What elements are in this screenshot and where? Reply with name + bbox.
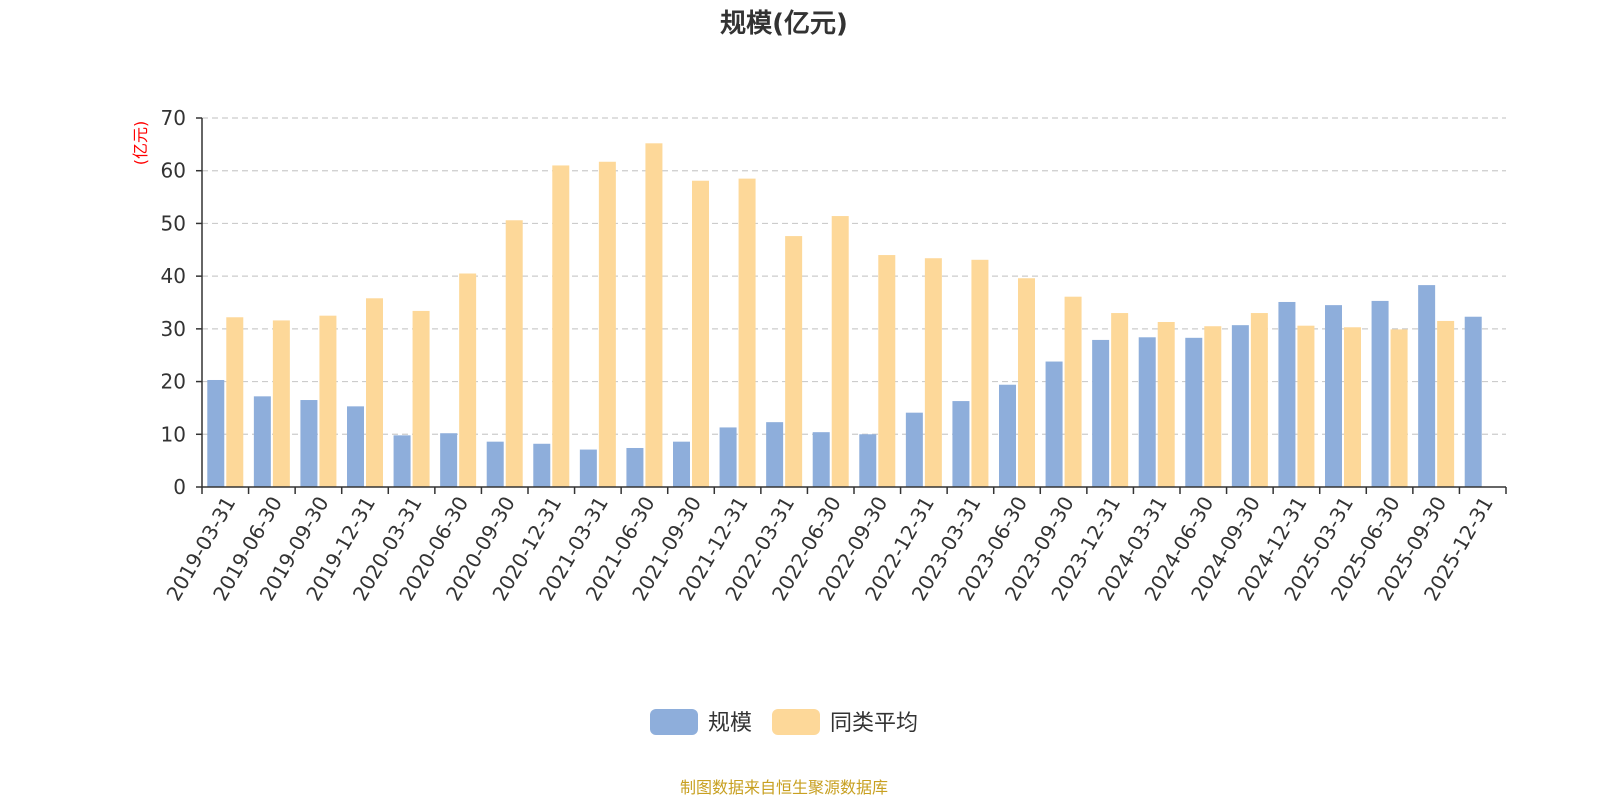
y-axis-ticks: 0 10 20 30 40 50 60 70	[161, 106, 202, 499]
bar-scale	[766, 422, 784, 487]
bar-peer-average	[272, 320, 290, 487]
bar-peer-average	[459, 273, 477, 487]
bar-peer-average	[1204, 326, 1222, 487]
bars	[207, 143, 1482, 488]
y-tick-label: 20	[161, 370, 186, 394]
bar-peer-average	[692, 180, 709, 488]
bar-peer-average	[1157, 322, 1175, 487]
bar-scale	[253, 396, 271, 487]
y-tick-label: 70	[161, 106, 186, 130]
bar-peer-average	[971, 259, 989, 487]
bar-scale	[1138, 337, 1156, 487]
source-note: 制图数据来自恒生聚源数据库	[680, 778, 888, 797]
bar-scale	[486, 441, 504, 487]
bar-scale	[1464, 316, 1482, 487]
legend-swatch[interactable]	[650, 709, 698, 735]
bar-peer-average	[924, 258, 942, 487]
bar-scale	[1045, 361, 1063, 487]
bar-peer-average	[366, 298, 383, 487]
y-tick-label: 60	[161, 159, 186, 183]
bar-scale	[719, 427, 737, 487]
bar-peer-average	[319, 315, 337, 487]
bar-scale	[300, 400, 318, 487]
bar-scale	[673, 441, 690, 487]
chart-title: 规模(亿元)	[720, 9, 848, 39]
bar-peer-average	[645, 143, 663, 487]
legend-swatch[interactable]	[772, 709, 820, 735]
bar-scale	[1325, 305, 1342, 487]
legend: 规模 同类平均	[650, 709, 918, 736]
bar-peer-average	[878, 255, 896, 487]
y-tick-label: 0	[173, 475, 186, 499]
bar-scale	[1418, 285, 1436, 487]
grid-lines	[202, 117, 1506, 435]
bar-scale	[533, 443, 551, 487]
bar-peer-average	[226, 317, 244, 487]
bar-scale	[347, 406, 364, 487]
bar-peer-average	[1018, 278, 1035, 487]
legend-label[interactable]: 规模	[708, 711, 752, 736]
bar-peer-average	[552, 165, 570, 487]
bar-scale	[859, 434, 877, 487]
bar-scale	[440, 433, 458, 487]
bar-scale	[952, 401, 970, 487]
bar-peer-average	[738, 178, 756, 487]
bar-scale	[812, 432, 830, 487]
x-axis-ticks: 2019-03-312019-06-302019-09-302019-12-31…	[161, 487, 1507, 605]
bar-scale	[1185, 337, 1203, 487]
bar-scale	[1278, 301, 1296, 487]
bar-peer-average	[1390, 329, 1408, 487]
y-axis-unit-label: (亿元)	[131, 121, 150, 166]
bar-peer-average	[1064, 296, 1082, 487]
bar-scale	[207, 379, 225, 487]
bar-scale	[626, 447, 644, 487]
bar-scale	[579, 449, 597, 487]
y-tick-label: 10	[161, 422, 186, 446]
bar-peer-average	[1344, 327, 1361, 487]
bar-peer-average	[831, 216, 849, 487]
bar-scale	[1092, 339, 1110, 487]
legend-label[interactable]: 同类平均	[830, 711, 918, 736]
bar-peer-average	[1111, 313, 1129, 487]
bar-scale	[1231, 325, 1249, 487]
bar-peer-average	[505, 220, 523, 487]
bar-scale	[905, 412, 923, 487]
bar-peer-average	[785, 236, 803, 487]
bar-peer-average	[1250, 313, 1268, 487]
y-tick-label: 40	[161, 264, 186, 288]
bar-peer-average	[598, 161, 616, 487]
bar-peer-average	[412, 310, 430, 487]
bar-scale	[999, 384, 1016, 487]
y-tick-label: 30	[161, 317, 186, 341]
bar-peer-average	[1297, 325, 1315, 487]
bar-scale	[393, 435, 411, 487]
y-tick-label: 50	[161, 211, 186, 235]
bar-scale	[1371, 300, 1389, 487]
bar-peer-average	[1437, 320, 1455, 487]
